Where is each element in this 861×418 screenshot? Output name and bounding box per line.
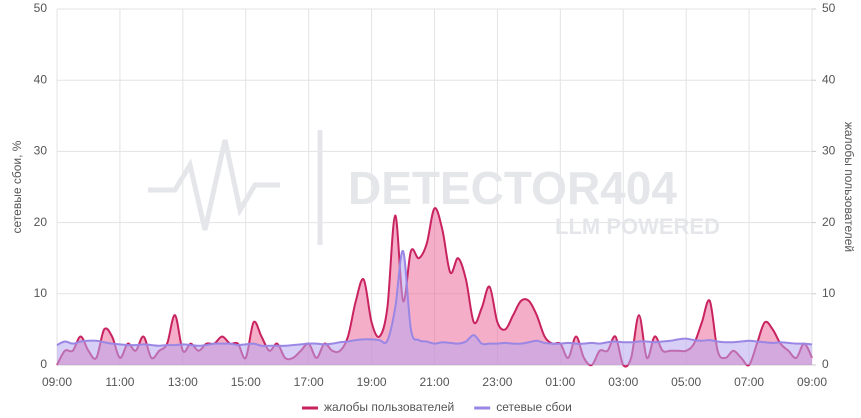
y2-axis-label: жалобы пользователей: [842, 122, 856, 252]
y2-tick-label: 30: [822, 144, 836, 158]
x-tick-label: 05:00: [671, 375, 701, 389]
y-axis-label: сетевые сбои, %: [10, 140, 24, 233]
y2-tick-label: 0: [822, 357, 829, 371]
area: [57, 208, 812, 367]
x-tick-label: 19:00: [357, 375, 387, 389]
y-tick-label: 10: [34, 286, 48, 300]
y2-tick-label: 10: [822, 286, 836, 300]
watermark-logo: [148, 130, 323, 245]
x-tick-label: 21:00: [419, 375, 449, 389]
x-tick-label: 07:00: [734, 375, 764, 389]
x-tick-label: 17:00: [294, 375, 324, 389]
x-tick-label: 01:00: [545, 375, 575, 389]
y-tick-label: 20: [34, 215, 48, 229]
y-tick-label: 30: [34, 144, 48, 158]
y2-tick-label: 40: [822, 72, 836, 86]
y2-tick-label: 50: [822, 1, 836, 15]
y2-tick-label: 20: [822, 215, 836, 229]
x-tick-label: 09:00: [797, 375, 827, 389]
line: [56, 250, 813, 347]
watermark-title: DETECTOR404: [348, 162, 677, 214]
x-tick-label: 09:00: [42, 375, 72, 389]
x-tick-label: 03:00: [608, 375, 638, 389]
grid: [56, 8, 813, 366]
y-tick-label: 50: [34, 1, 48, 15]
legend-label: сетевые сбои: [496, 400, 572, 414]
area: [57, 250, 812, 365]
x-tick-label: 11:00: [105, 375, 134, 389]
legend-label: жалобы пользователей: [324, 400, 454, 414]
watermark-subtitle: LLM POWERED: [555, 214, 720, 239]
x-tick-label: 15:00: [231, 375, 261, 389]
y-tick-label: 0: [40, 357, 47, 371]
x-tick-label: 23:00: [482, 375, 512, 389]
y-tick-label: 40: [34, 72, 48, 86]
x-tick-label: 13:00: [168, 375, 198, 389]
